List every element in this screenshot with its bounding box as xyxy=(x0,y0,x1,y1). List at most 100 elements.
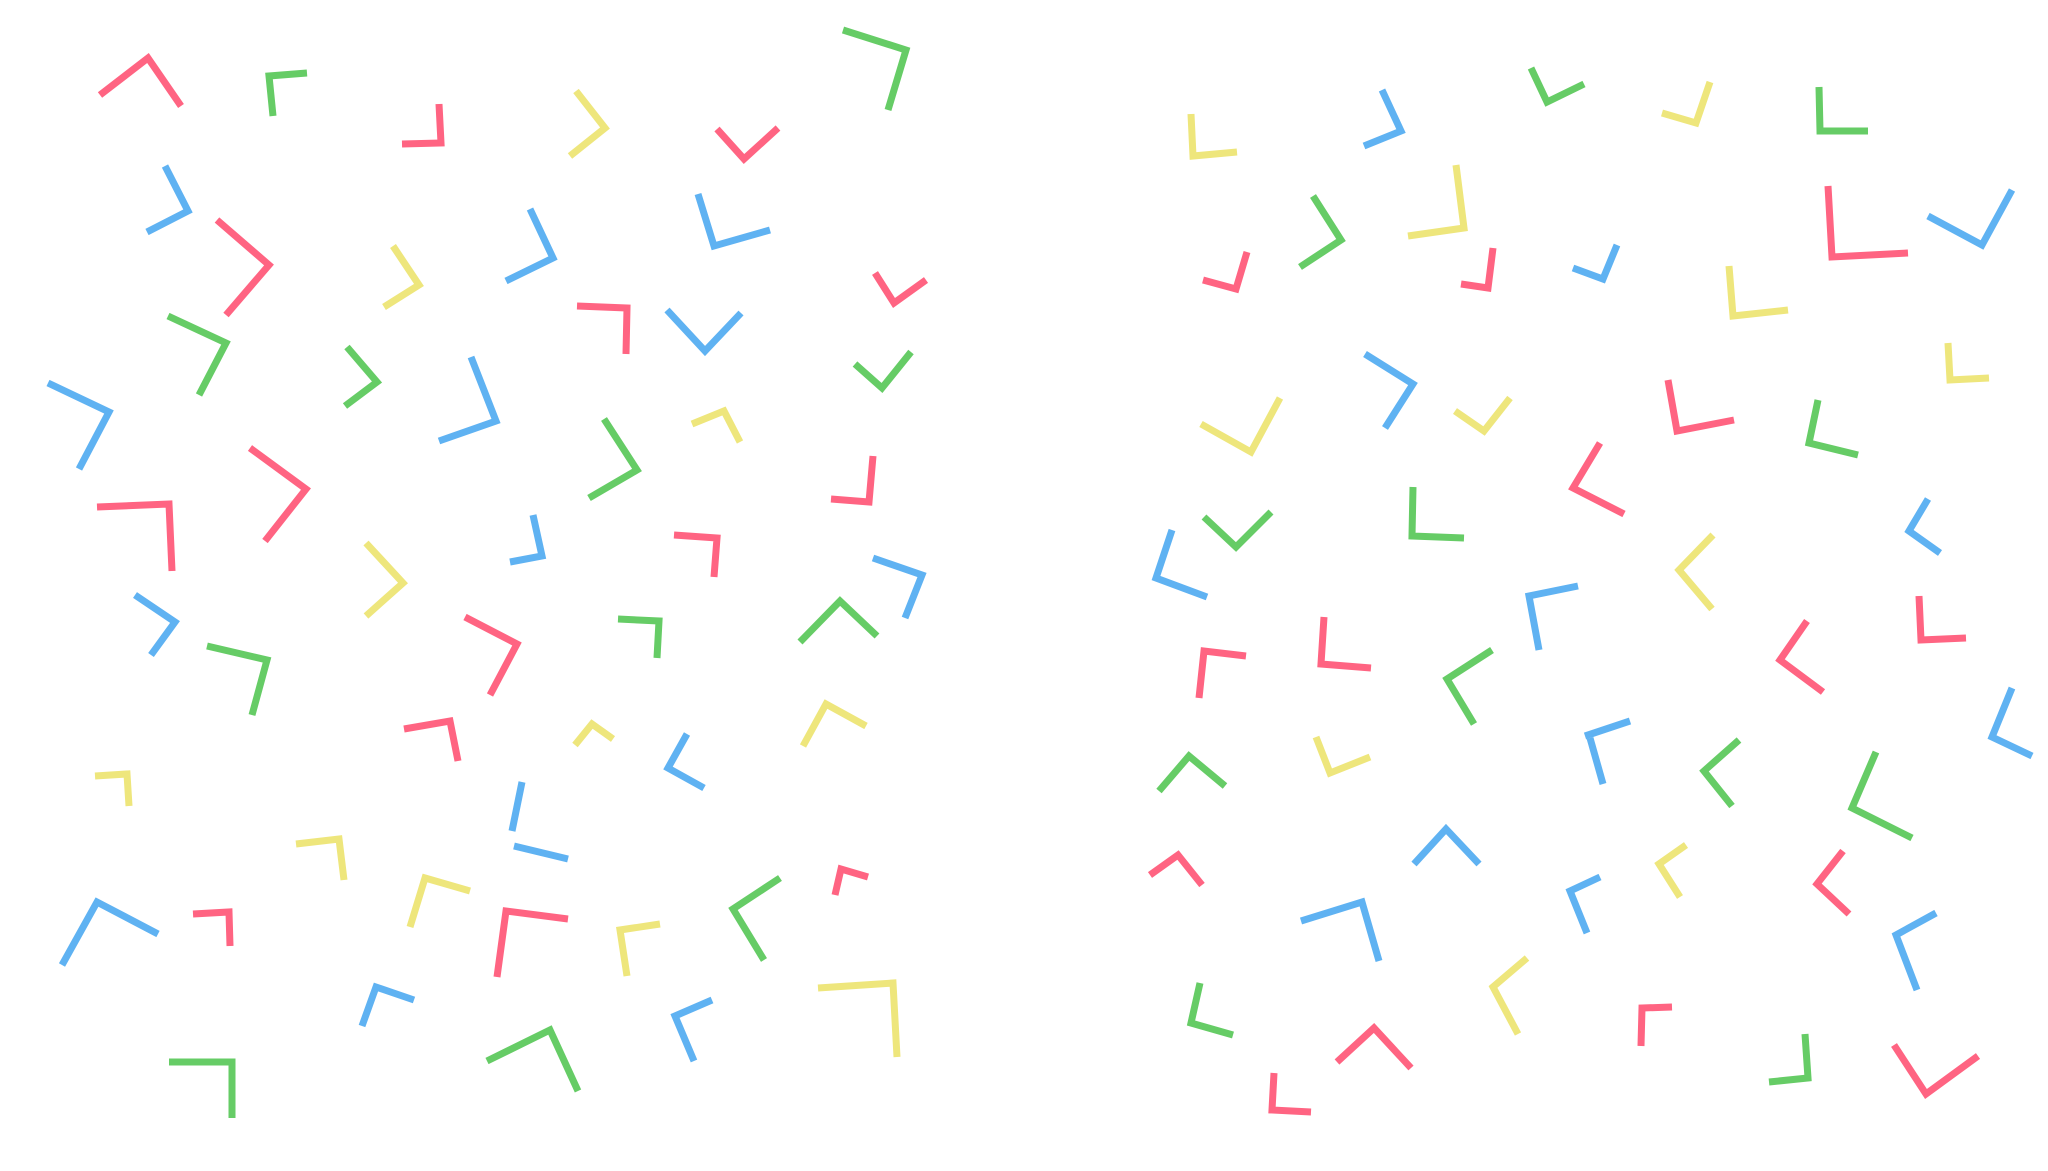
right-chevron-red xyxy=(1317,616,1372,672)
left-chevron-green xyxy=(587,417,642,502)
right-chevron-blue xyxy=(1362,88,1406,150)
left-chevron-green xyxy=(206,642,272,716)
right-chevron-blue xyxy=(1565,873,1602,935)
left-panel xyxy=(46,26,929,1118)
right-chevron-blue xyxy=(1571,243,1621,284)
right-chevron-green xyxy=(1815,86,1868,135)
right-chevron-yellow xyxy=(1725,265,1789,320)
right-chevron-green xyxy=(1804,399,1859,459)
left-chevron-red xyxy=(493,907,569,978)
right-chevron-green xyxy=(1768,1033,1812,1086)
left-chevron-green xyxy=(617,615,663,659)
right-chevron-yellow xyxy=(1407,164,1468,240)
left-chevron-red xyxy=(247,445,311,544)
right-chevron-red xyxy=(1334,1023,1414,1071)
left-chevron-yellow xyxy=(799,699,868,748)
right-panel xyxy=(1147,66,2034,1116)
left-chevron-yellow xyxy=(572,719,616,748)
left-chevron-blue xyxy=(46,379,114,471)
right-chevron-green xyxy=(1186,982,1234,1039)
left-chevron-yellow xyxy=(382,244,424,310)
left-chevron-red xyxy=(576,302,631,355)
right-chevron-yellow xyxy=(1674,532,1716,612)
left-chevron-blue xyxy=(664,307,744,357)
right-chevron-red xyxy=(1568,441,1626,518)
left-chevron-red xyxy=(830,455,877,506)
right-chevron-green xyxy=(1527,66,1586,107)
right-chevron-blue xyxy=(1151,528,1209,601)
right-chevron-red xyxy=(1195,647,1247,699)
left-chevron-red xyxy=(401,103,445,148)
left-chevron-red xyxy=(831,864,869,896)
left-chevron-green xyxy=(797,596,880,645)
right-chevron-yellow xyxy=(1661,80,1714,128)
left-chevron-green xyxy=(265,69,308,117)
right-chevron-green xyxy=(1156,751,1228,794)
right-chevron-yellow xyxy=(1488,955,1530,1036)
right-chevron-yellow xyxy=(1453,395,1513,436)
right-chevron-blue xyxy=(1363,351,1418,430)
left-chevron-blue xyxy=(133,592,180,658)
left-chevron-green xyxy=(485,1025,582,1093)
left-chevron-yellow xyxy=(616,920,661,977)
right-chevron-green xyxy=(1408,486,1465,542)
left-chevron-green xyxy=(852,349,914,394)
right-chevron-green xyxy=(1201,509,1274,552)
right-chevron-red xyxy=(1637,1003,1673,1047)
left-chevron-red xyxy=(96,500,176,572)
left-chevron-yellow xyxy=(690,406,744,444)
left-chevron-yellow xyxy=(363,540,408,619)
left-chevron-blue xyxy=(694,192,771,251)
right-chevron-blue xyxy=(1524,582,1579,651)
right-chevron-blue xyxy=(1583,717,1632,740)
left-chevron-red xyxy=(97,52,184,108)
left-chevron-green xyxy=(166,312,231,397)
left-chevron-green xyxy=(841,26,911,112)
left-chevron-blue xyxy=(670,996,714,1063)
left-chevron-yellow xyxy=(817,979,901,1058)
right-chevron-blue xyxy=(1891,909,1938,992)
right-chevron-red xyxy=(1147,850,1205,888)
left-chevron-green xyxy=(169,1058,236,1118)
right-chevron-red xyxy=(1268,1072,1312,1116)
right-chevron-red xyxy=(1824,185,1909,261)
left-chevron-red xyxy=(872,271,929,309)
left-chevron-red xyxy=(192,908,234,947)
right-chevron-blue xyxy=(1904,497,1943,556)
right-chevron-red xyxy=(1664,379,1735,436)
right-chevron-red xyxy=(1891,1043,1981,1100)
left-chevron-yellow xyxy=(94,770,133,807)
left-chevron-green xyxy=(342,344,383,409)
left-chevron-blue xyxy=(509,514,547,566)
right-chevron-blue xyxy=(1299,897,1383,962)
right-chevron-yellow xyxy=(1187,113,1238,160)
left-chevron-blue xyxy=(663,732,706,792)
left-chevron-red xyxy=(403,716,462,762)
right-chevron-blue xyxy=(1926,188,2016,250)
right-chevron-yellow xyxy=(1312,735,1372,778)
right-chevron-green xyxy=(1699,737,1742,809)
right-chevron-green xyxy=(1442,647,1494,726)
left-chevron-blue xyxy=(504,207,558,285)
left-chevron-yellow xyxy=(567,88,610,159)
right-chevron-red xyxy=(1812,848,1852,917)
left-chevron-yellow xyxy=(406,873,471,929)
right-chevron-red xyxy=(1915,595,1967,644)
right-chevron-blue xyxy=(1987,686,2034,760)
right-chevron-red xyxy=(1460,247,1497,292)
left-chevron-red xyxy=(463,613,522,697)
left-chevron-blue xyxy=(513,842,569,863)
left-chevron-blue xyxy=(145,164,193,236)
left-chevron-blue xyxy=(58,897,160,967)
left-chevron-blue xyxy=(358,982,416,1028)
right-chevron-blue xyxy=(1411,823,1482,867)
right-chevron-yellow xyxy=(1944,342,1990,384)
right-chevron-yellow xyxy=(1199,396,1284,457)
right-chevron-green xyxy=(1298,194,1346,270)
right-chevron-green xyxy=(1847,750,1914,842)
right-chevron-red xyxy=(1775,619,1826,695)
left-chevron-red xyxy=(673,531,721,578)
left-chevron-yellow xyxy=(295,835,348,881)
left-chevron-red xyxy=(714,125,781,164)
